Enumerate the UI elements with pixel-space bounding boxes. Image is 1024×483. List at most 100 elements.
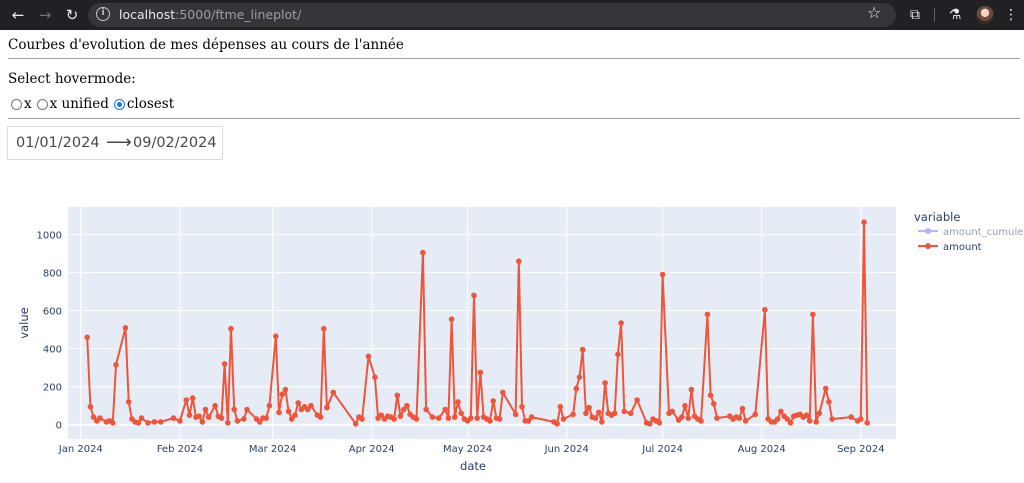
data-point[interactable] [615,351,621,358]
data-point[interactable] [404,402,410,409]
data-point[interactable] [183,397,190,403]
forward-arrow-icon[interactable]: → [38,6,52,24]
data-point[interactable] [253,416,260,422]
profile-avatar[interactable] [976,6,994,24]
data-point[interactable] [359,416,365,422]
data-point[interactable] [305,406,311,413]
data-point[interactable] [794,412,800,419]
data-point[interactable] [797,411,803,418]
reload-icon[interactable]: ↻ [65,6,79,24]
data-point[interactable] [848,414,854,420]
data-point[interactable] [455,399,461,405]
data-point[interactable] [579,346,586,353]
data-point[interactable] [816,410,823,417]
data-point[interactable] [480,414,487,420]
data-point[interactable] [308,402,314,409]
data-point[interactable] [273,333,279,340]
data-point[interactable] [189,395,196,401]
data-point[interactable] [260,415,266,421]
data-point[interactable] [289,416,295,422]
data-point[interactable] [727,413,733,420]
data-point[interactable] [388,414,394,420]
data-point[interactable] [528,414,535,420]
data-point[interactable] [771,419,778,425]
data-point[interactable] [602,380,608,386]
data-point[interactable] [698,418,704,424]
data-point[interactable] [471,292,477,299]
radio-closest[interactable] [113,98,125,110]
data-point[interactable] [397,413,404,420]
radio-x[interactable] [11,98,22,110]
data-point[interactable] [324,404,330,411]
data-point[interactable] [611,410,618,417]
data-point[interactable] [474,415,481,421]
labs-flask-icon[interactable]: ⚗ [948,7,962,23]
data-point[interactable] [356,414,362,420]
data-point[interactable] [231,406,237,413]
data-point[interactable] [864,420,870,426]
menu-kebab-icon[interactable]: ⋮ [1004,7,1018,23]
data-point[interactable] [413,416,420,422]
data-point[interactable] [125,399,132,405]
data-point[interactable] [285,408,292,415]
data-point[interactable] [643,420,650,426]
data-point[interactable] [193,414,199,420]
data-point[interactable] [522,418,528,424]
data-point[interactable] [365,353,372,360]
data-point[interactable] [576,374,583,381]
data-point[interactable] [525,418,532,424]
data-point[interactable] [618,320,624,326]
data-point[interactable] [557,403,564,410]
data-point[interactable] [94,418,100,424]
data-point[interactable] [826,399,832,405]
data-point[interactable] [215,413,222,420]
data-point[interactable] [244,406,250,413]
data-point[interactable] [458,410,465,417]
data-point[interactable] [803,412,810,419]
data-point[interactable] [551,419,557,425]
data-point[interactable] [97,415,103,421]
data-point[interactable] [225,420,231,426]
data-point[interactable] [298,406,305,413]
data-point[interactable] [573,385,580,392]
data-point[interactable] [122,325,129,331]
data-point[interactable] [110,420,116,426]
data-point[interactable] [429,414,436,420]
data-point[interactable] [570,411,576,418]
data-point[interactable] [682,402,688,409]
data-point[interactable] [381,416,388,422]
data-point[interactable] [461,416,468,422]
data-point[interactable] [234,418,241,424]
data-point[interactable] [621,408,628,415]
data-point[interactable] [378,412,385,419]
data-point[interactable] [861,219,867,225]
data-point[interactable] [800,414,807,420]
data-point[interactable] [605,410,612,417]
data-point[interactable] [490,398,497,404]
data-point[interactable] [730,416,736,422]
data-point[interactable] [138,415,145,421]
data-point[interactable] [554,421,560,427]
data-point[interactable] [301,403,308,410]
data-point[interactable] [608,412,615,419]
data-point[interactable] [484,416,490,422]
data-point[interactable] [714,415,720,421]
data-point[interactable] [212,402,218,409]
data-point[interactable] [177,418,183,424]
data-point[interactable] [516,258,522,265]
data-point[interactable] [768,419,775,425]
data-point[interactable] [442,406,449,413]
data-point[interactable] [186,412,193,419]
data-point[interactable] [84,334,90,341]
data-point[interactable] [733,414,739,420]
data-point[interactable] [445,415,452,421]
data-point[interactable] [468,415,474,421]
data-point[interactable] [448,316,455,323]
data-point[interactable] [762,306,768,313]
data-point[interactable] [170,415,177,421]
data-point[interactable] [410,414,417,420]
data-point[interactable] [221,361,228,367]
data-point[interactable] [586,404,592,411]
data-point[interactable] [599,419,605,425]
data-point[interactable] [813,419,819,425]
